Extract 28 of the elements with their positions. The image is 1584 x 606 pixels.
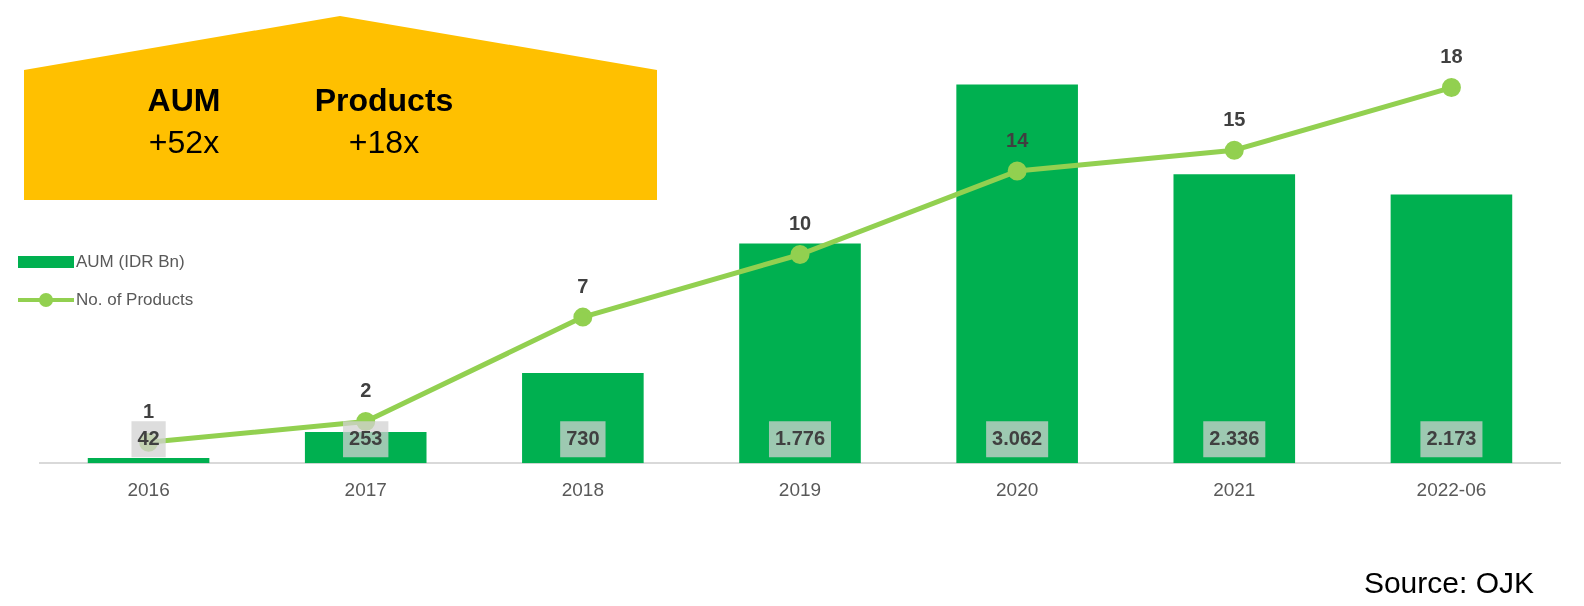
data-label: 253 [349, 426, 383, 449]
annotation: Products [313, 82, 455, 119]
data-label: 2.336 [1209, 426, 1260, 449]
x-tick-label: 2016 [127, 478, 170, 500]
x-tick-label: 2020 [996, 478, 1039, 500]
data-label: 3.062 [992, 426, 1043, 449]
x-tick-label: 2021 [1213, 478, 1256, 500]
data-label: 2.173 [1426, 426, 1477, 449]
data-label: 7 [577, 274, 589, 297]
annotation: +52x [147, 124, 221, 161]
legend-label: No. of Products [76, 290, 194, 310]
data-label: 14 [1006, 128, 1030, 151]
x-tick-label: 2017 [344, 478, 387, 500]
data-label: 18 [1440, 45, 1463, 68]
annotation: AUM [146, 82, 222, 119]
data-label: 42 [137, 426, 160, 449]
data-label: 730 [566, 426, 600, 449]
data-label: 2 [360, 378, 372, 401]
x-tick-label: 2022-06 [1416, 478, 1487, 500]
data-label: 1 [143, 399, 155, 422]
source-note: Source: OJK [1363, 566, 1534, 600]
annotation: +18x [347, 124, 421, 161]
x-tick-label: 2018 [561, 478, 604, 500]
legend-label: AUM (IDR Bn) [76, 252, 185, 272]
x-tick-label: 2019 [778, 478, 822, 500]
data-label: 10 [788, 212, 812, 235]
data-label: 15 [1223, 107, 1246, 130]
data-label: 1.776 [774, 426, 826, 449]
